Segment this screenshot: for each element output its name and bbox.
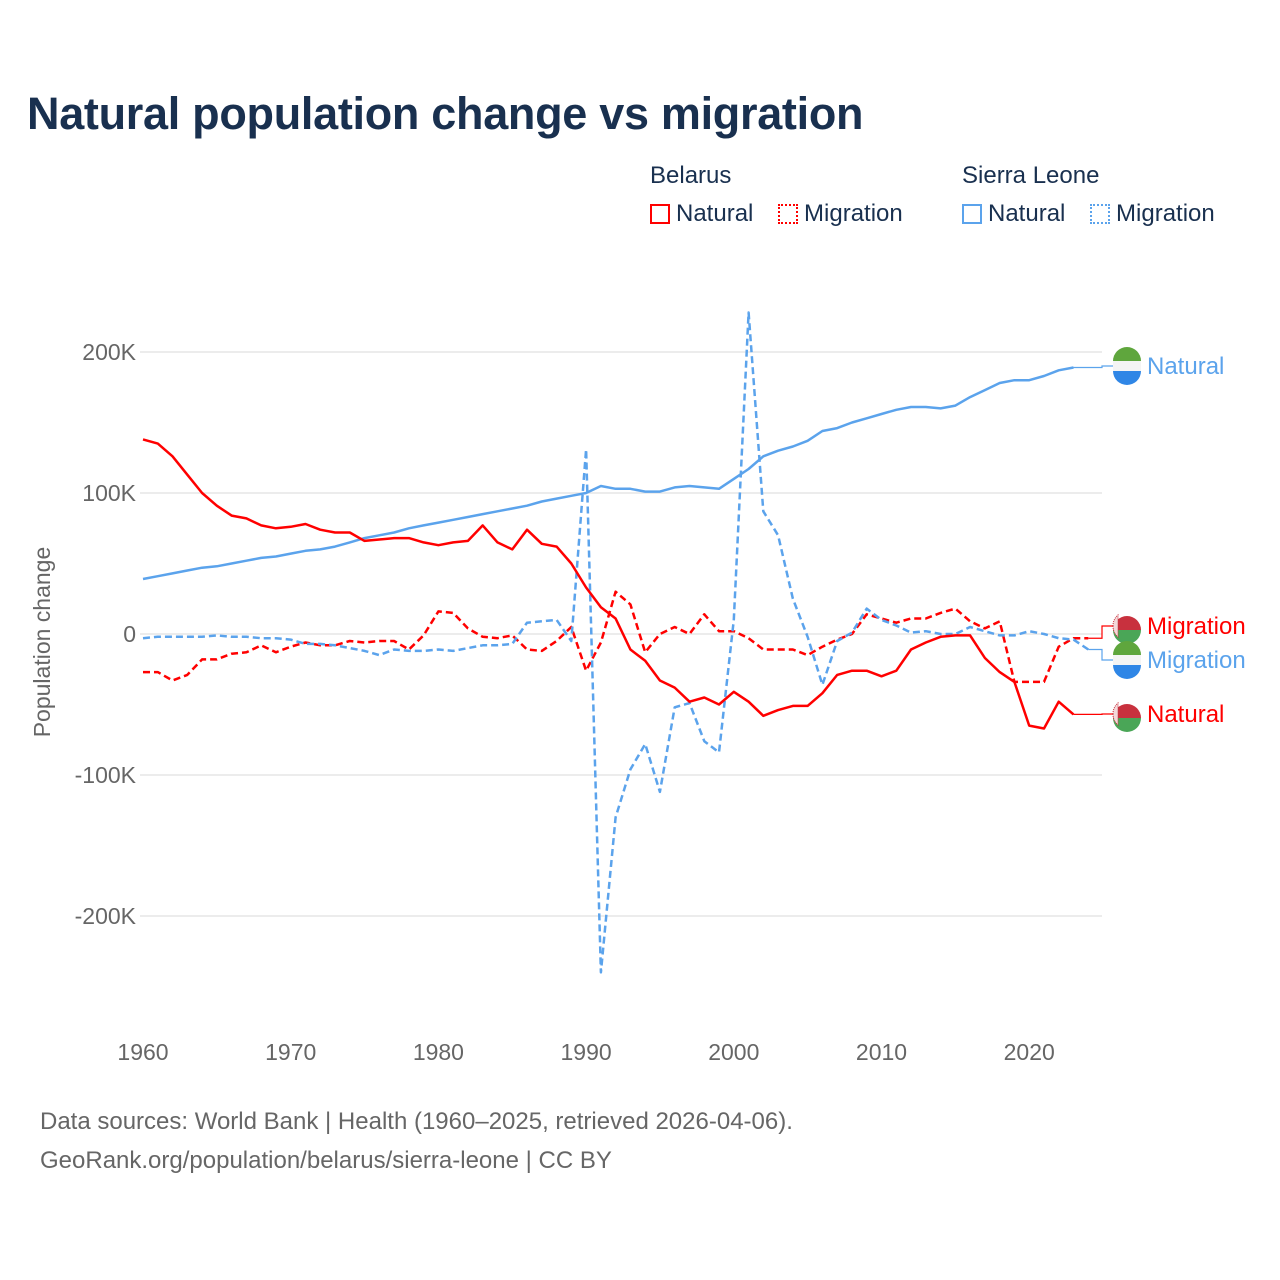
y-tick-label: 200K [82,339,136,365]
legend-country-label: Belarus [650,162,732,189]
flag-stripe-white [1113,655,1141,665]
x-tick-label: 2010 [856,1039,907,1065]
y-tick-label: -200K [75,903,137,929]
sierra-leone-flag-icon [1113,641,1141,679]
legend-swatch-solid [962,204,982,224]
legend-item-belarus-natural[interactable]: Natural [650,200,753,228]
end-label-sl-migration: Migration [1147,647,1246,674]
flag-ornament [1112,613,1119,639]
legend-sierra-leone: Sierra Leone Natural Migration [962,162,1215,231]
flag-stripe-red [1113,616,1141,630]
y-tick-label: -100K [75,762,137,788]
flag-stripe-green [1113,718,1141,732]
legend-belarus: Belarus Natural Migration [650,162,921,231]
chart-title: Natural population change vs migration [27,88,864,139]
legend-swatch-dotted [1090,204,1111,224]
flag-stripe-white [1113,361,1141,371]
label-connector [1073,365,1113,369]
end-label-by-natural: Natural [1147,701,1224,728]
legend-item-sierra-leone-natural[interactable]: Natural [962,200,1065,228]
legend-label: Migration [1116,200,1215,227]
series-line-sl-natural[interactable] [142,366,1074,581]
grid-lines [140,351,1102,917]
x-tick-label: 1960 [117,1039,168,1065]
x-tick-label: 2020 [1004,1039,1055,1065]
footer-attribution[interactable]: GeoRank.org/population/belarus/sierra-le… [40,1147,612,1174]
legend-item-sierra-leone-migration[interactable]: Migration [1090,200,1215,228]
legend-label: Natural [988,200,1066,227]
sierra-leone-flag-icon [1113,347,1141,385]
label-connector [1088,625,1113,639]
footer-sources: Data sources: World Bank | Health (1960–… [40,1108,793,1135]
legend-label: Natural [676,200,754,227]
legend-label: Migration [804,200,903,227]
x-tick-label: 1970 [265,1039,316,1065]
end-labels: Natural Migration Migration Natural [1073,347,1246,732]
legend-item-belarus-migration[interactable]: Migration [778,200,903,228]
x-axis-ticks: 1960 1970 1980 1990 2000 2010 2020 [117,1039,1054,1065]
flag-stripe-blue [1113,665,1141,679]
end-label-sl-natural: Natural [1147,353,1224,380]
flag-stripe-green [1113,630,1141,644]
belarus-flag-icon [1112,613,1141,644]
series-line-by-natural[interactable] [142,438,1075,730]
series-line-by-migration[interactable] [143,590,1089,684]
x-tick-label: 1980 [413,1039,464,1065]
series-line-sl-migration[interactable] [142,311,1089,974]
flag-stripe-red [1113,704,1141,718]
label-connector [1088,648,1113,661]
y-axis-ticks: 200K 100K 0 -100K -200K [75,339,137,929]
flag-ornament [1112,701,1119,727]
y-tick-label: 0 [123,621,136,647]
belarus-flag-icon [1112,701,1141,732]
flag-stripe-green [1113,347,1141,361]
legend-swatch-solid [650,204,670,224]
y-tick-label: 100K [82,480,136,506]
end-label-by-migration: Migration [1147,613,1246,640]
x-tick-label: 1990 [561,1039,612,1065]
flag-stripe-blue [1113,371,1141,385]
x-tick-label: 2000 [708,1039,759,1065]
series-lines [142,311,1089,974]
flag-stripe-green [1113,641,1141,655]
y-axis-label: Population change [29,547,55,738]
legend-country-label: Sierra Leone [962,162,1100,189]
legend-swatch-dotted [778,204,799,224]
